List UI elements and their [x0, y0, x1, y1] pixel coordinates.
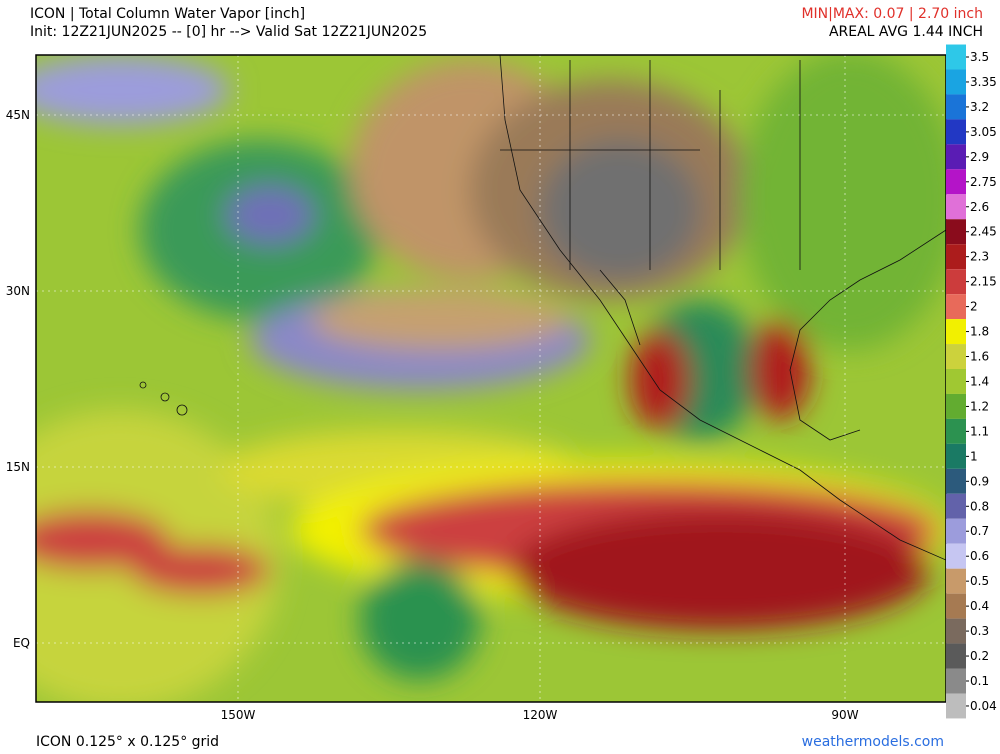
init-time: Init: 12Z21JUN2025 -- [0] hr --> Valid S…: [30, 24, 427, 40]
lat-label: 15N: [6, 460, 30, 474]
colorbar-label: 2.3: [970, 250, 989, 264]
colorbar-label: 1: [970, 449, 978, 463]
colorbar-label: 0.04: [970, 699, 997, 713]
color-band: [946, 219, 966, 245]
color-band: [946, 568, 966, 594]
colorbar-label: 1.8: [970, 325, 989, 339]
colorbar-label: 2.75: [970, 175, 997, 189]
colorbar-label: 1.4: [970, 374, 989, 388]
colorbar-label: 0.9: [970, 474, 989, 488]
grid-note: ICON 0.125° x 0.125° grid: [36, 734, 219, 750]
colorbar-label: 3.2: [970, 100, 989, 114]
colorbar-label: 2.45: [970, 225, 997, 239]
color-band: [946, 294, 966, 320]
colorbar-label: 3.5: [970, 50, 989, 64]
color-band: [946, 44, 966, 70]
colorbar-label: 3.05: [970, 125, 997, 139]
color-band: [946, 668, 966, 694]
lat-label: 45N: [6, 108, 30, 122]
color-band: [946, 194, 966, 220]
colorbar-label: 0.6: [970, 549, 989, 563]
color-band: [946, 618, 966, 644]
colorbar-label: 2.15: [970, 275, 997, 289]
colorbar: 3.5 3.35 3.2 3.05 2.9 2.75 2.6 2.45 2.3 2.15 2 1.8 1…: [946, 44, 997, 719]
color-band: [946, 693, 966, 719]
color-band: [946, 344, 966, 369]
colorbar-label: 0.1: [970, 674, 989, 688]
color-band: [946, 369, 966, 394]
colorbar-label: 0.7: [970, 524, 989, 538]
color-band: [946, 269, 966, 295]
color-band: [946, 593, 966, 619]
colorbar-label: 1.1: [970, 424, 989, 438]
colorbar-label: 0.5: [970, 574, 989, 588]
map: [36, 55, 946, 702]
color-band: [946, 543, 966, 569]
color-band: [946, 418, 966, 444]
lon-label: 90W: [831, 708, 858, 722]
color-band: [946, 244, 966, 270]
colorbar-label: 3.35: [970, 75, 997, 89]
lat-label: EQ: [13, 636, 30, 650]
colorbar-label: 2: [970, 300, 978, 314]
colorbar-label: 1.6: [970, 350, 989, 364]
color-band: [946, 493, 966, 519]
colorbar-label: 0.2: [970, 649, 989, 663]
lat-label: 30N: [6, 284, 30, 298]
color-band: [946, 94, 966, 120]
color-band: [946, 468, 966, 494]
min-max: MIN|MAX: 0.07 | 2.70 inch: [801, 6, 983, 22]
color-band: [946, 319, 966, 345]
areal-avg: AREAL AVG 1.44 INCH: [829, 24, 983, 40]
color-band: [946, 169, 966, 195]
color-band: [946, 119, 966, 145]
lon-label: 120W: [523, 708, 558, 722]
colorbar-label: 2.6: [970, 200, 989, 214]
color-band: [946, 518, 966, 544]
colorbar-label: 0.3: [970, 624, 989, 638]
color-band: [946, 393, 966, 419]
color-band: [946, 144, 966, 170]
title: ICON | Total Column Water Vapor [inch]: [30, 6, 305, 22]
lon-label: 150W: [221, 708, 256, 722]
color-band: [946, 69, 966, 95]
site-link[interactable]: weathermodels.com: [802, 734, 944, 750]
colorbar-label: 1.2: [970, 399, 989, 413]
colorbar-label: 2.9: [970, 150, 989, 164]
colorbar-label: 0.4: [970, 599, 989, 613]
color-band: [946, 643, 966, 669]
colorbar-label: 0.8: [970, 499, 989, 513]
color-band: [946, 443, 966, 469]
